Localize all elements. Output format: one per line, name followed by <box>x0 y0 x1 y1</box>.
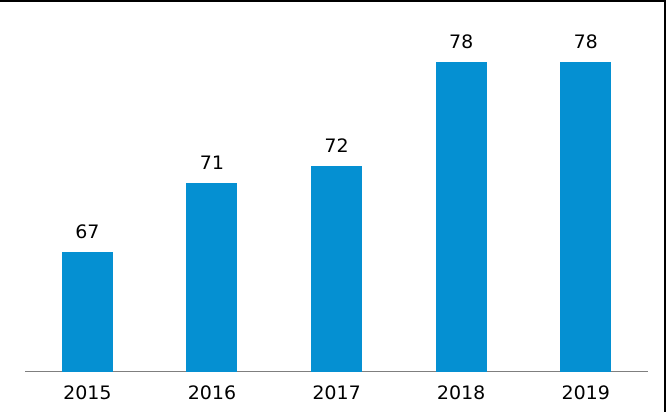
bar-2015 <box>61 252 113 372</box>
x-tick-2019: 2019 <box>561 382 610 404</box>
bar-2019 <box>560 62 612 372</box>
x-tick-2017: 2017 <box>312 382 361 404</box>
data-label-2016: 71 <box>199 152 224 174</box>
x-tick-2016: 2016 <box>187 382 237 404</box>
data-label-2019: 78 <box>573 31 598 53</box>
bar-2016 <box>186 183 238 372</box>
data-label-2017: 72 <box>324 135 349 157</box>
bar-2017 <box>311 166 362 372</box>
x-tick-2015: 2015 <box>63 382 112 404</box>
bar-2018 <box>435 62 487 372</box>
x-tick-2018: 2018 <box>436 382 486 404</box>
data-label-2015: 67 <box>75 221 100 243</box>
data-label-2018: 78 <box>449 31 474 53</box>
